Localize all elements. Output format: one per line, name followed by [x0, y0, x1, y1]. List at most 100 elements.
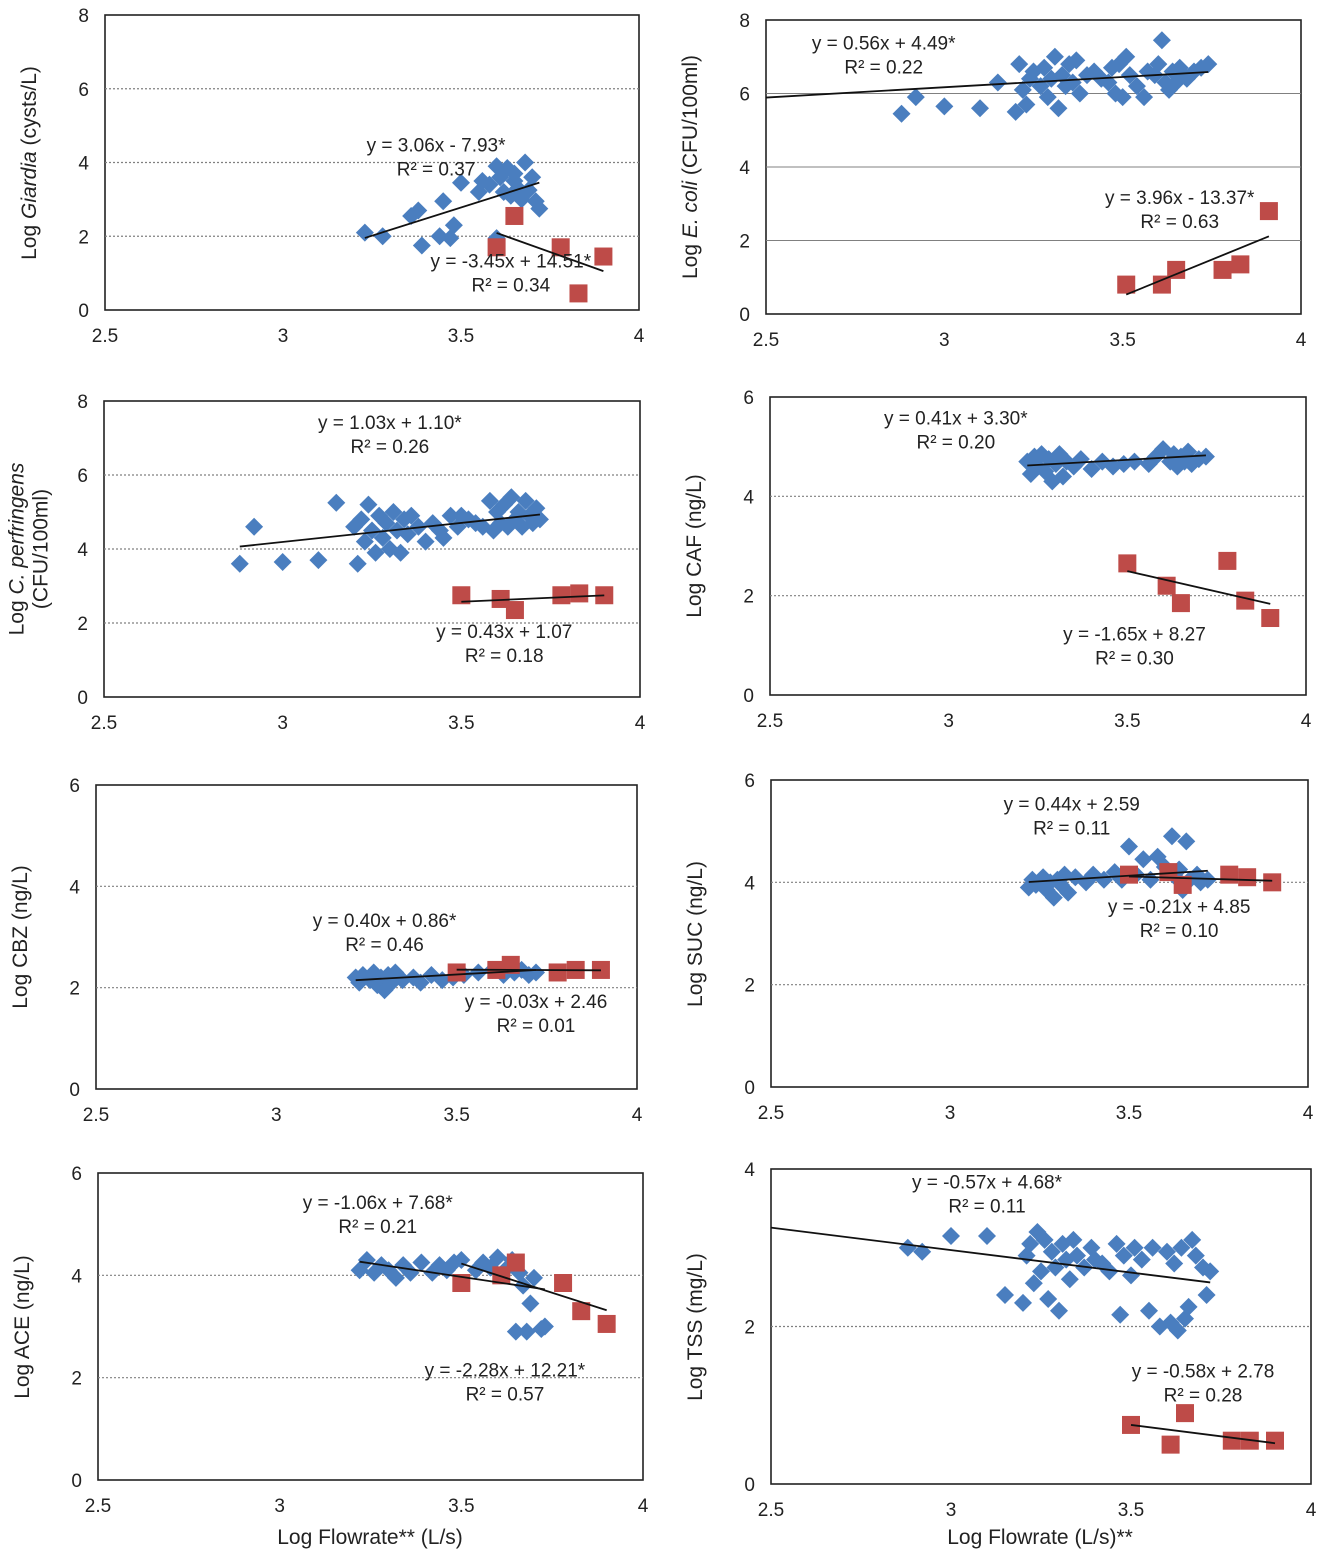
data-point-blue [523, 168, 542, 187]
trend-r-squared: R² = 0.57 [466, 1385, 545, 1406]
x-tick-label: 4 [1301, 711, 1312, 732]
y-tick-label: 0 [744, 1078, 755, 1099]
plot-area [95, 784, 638, 1090]
data-point-blue [480, 491, 499, 510]
data-point-red [1167, 260, 1186, 279]
trendline-blue [1027, 454, 1206, 467]
data-point-blue [377, 514, 396, 533]
y-tick-label: 6 [69, 776, 80, 797]
x-tick-label: 4 [1296, 330, 1307, 351]
y-tick-label: 2 [69, 979, 80, 1000]
data-point-red [551, 238, 570, 257]
data-point-blue [355, 532, 374, 551]
data-point-blue [363, 521, 381, 540]
trend-equation: y = -2.28x + 12.21* [425, 1361, 586, 1382]
trend-r-squared: R² = 0.21 [338, 1217, 417, 1238]
trendline-red [456, 968, 601, 972]
trend-equation: y = -0.57x + 4.68* [912, 1173, 1063, 1194]
data-point-blue [498, 159, 517, 178]
data-point-red [595, 586, 614, 605]
data-point-blue [935, 97, 954, 116]
x-tick-label: 4 [635, 713, 646, 734]
data-point-blue [1196, 447, 1215, 466]
data-point-blue [1024, 1274, 1043, 1293]
data-point-blue [452, 173, 470, 192]
data-point-blue [501, 186, 520, 205]
y-tick-label: 2 [743, 587, 754, 608]
trendline-blue [239, 513, 541, 548]
data-point-blue [978, 1226, 996, 1245]
data-point-blue [1070, 84, 1089, 103]
data-point-blue [1186, 1246, 1205, 1265]
y-tick-label: 4 [744, 1160, 755, 1181]
x-tick-label: 3 [939, 330, 950, 351]
data-point-blue [1035, 58, 1054, 77]
data-point-blue [1049, 99, 1068, 118]
trendline-red [496, 232, 604, 272]
data-point-blue [357, 1250, 376, 1269]
data-point-blue [527, 963, 546, 982]
data-point-red [1236, 591, 1255, 610]
data-point-blue [309, 551, 328, 570]
data-point-blue [1017, 95, 1036, 114]
trendline-red [461, 1262, 607, 1312]
y-tick-label: 2 [739, 232, 750, 253]
data-point-red [1263, 873, 1282, 892]
trend-equation: y = 0.44x + 2.59 [1004, 795, 1140, 816]
data-point-red [1213, 260, 1232, 279]
trend-r-squared: R² = 0.11 [948, 1197, 1025, 1218]
data-point-blue [480, 175, 499, 194]
plot-area [769, 396, 1307, 696]
data-point-red [1266, 1431, 1284, 1450]
y-axis-label-text: Log TSS (mg/L) [684, 1253, 708, 1401]
y-tick-label: 4 [71, 1266, 82, 1287]
data-point-red [554, 1274, 573, 1293]
data-point-blue [1013, 80, 1032, 99]
data-point-blue [1082, 460, 1101, 479]
trendline-blue [770, 1226, 1211, 1284]
data-point-blue [1044, 888, 1063, 907]
trend-equation: y = -3.45x + 14.51* [431, 252, 592, 273]
data-point-red [1118, 554, 1137, 573]
y-axis-label-tss: Log TSS (mg/L) [671, 1169, 721, 1484]
data-point-red [1222, 1431, 1241, 1450]
data-point-blue [1117, 47, 1136, 66]
data-point-blue [521, 1294, 540, 1313]
trendline-blue [1028, 869, 1208, 883]
x-tick-label: 2.5 [83, 1105, 109, 1126]
data-point-blue [1125, 452, 1144, 471]
data-point-blue [1024, 62, 1043, 81]
y-tick-label: 4 [744, 873, 755, 894]
data-point-blue [1100, 1262, 1119, 1281]
x-tick-label: 3 [274, 1496, 285, 1517]
data-point-blue [530, 199, 549, 218]
x-tick-label: 3 [945, 1103, 956, 1124]
data-point-red [572, 1302, 591, 1321]
data-point-blue [352, 510, 371, 529]
data-point-blue [505, 164, 524, 183]
trendline-blue [364, 181, 540, 239]
data-point-blue [516, 153, 535, 172]
data-point-blue [1125, 1238, 1144, 1257]
data-point-red [1120, 865, 1138, 884]
data-point-blue [402, 506, 421, 525]
x-tick-label: 2.5 [757, 711, 783, 732]
x-tick-label: 2.5 [753, 330, 779, 351]
data-point-blue [1120, 837, 1138, 856]
data-point-blue [1127, 77, 1146, 96]
x-tick-label: 3 [271, 1105, 282, 1126]
y-tick-label: 0 [71, 1471, 82, 1492]
x-tick-label: 2.5 [91, 713, 117, 734]
data-point-blue [1135, 88, 1154, 107]
y-tick-label: 0 [744, 1475, 755, 1496]
y-tick-label: 0 [739, 305, 750, 326]
data-point-blue [1197, 1286, 1216, 1304]
trend-r-squared: R² = 0.22 [844, 57, 923, 78]
